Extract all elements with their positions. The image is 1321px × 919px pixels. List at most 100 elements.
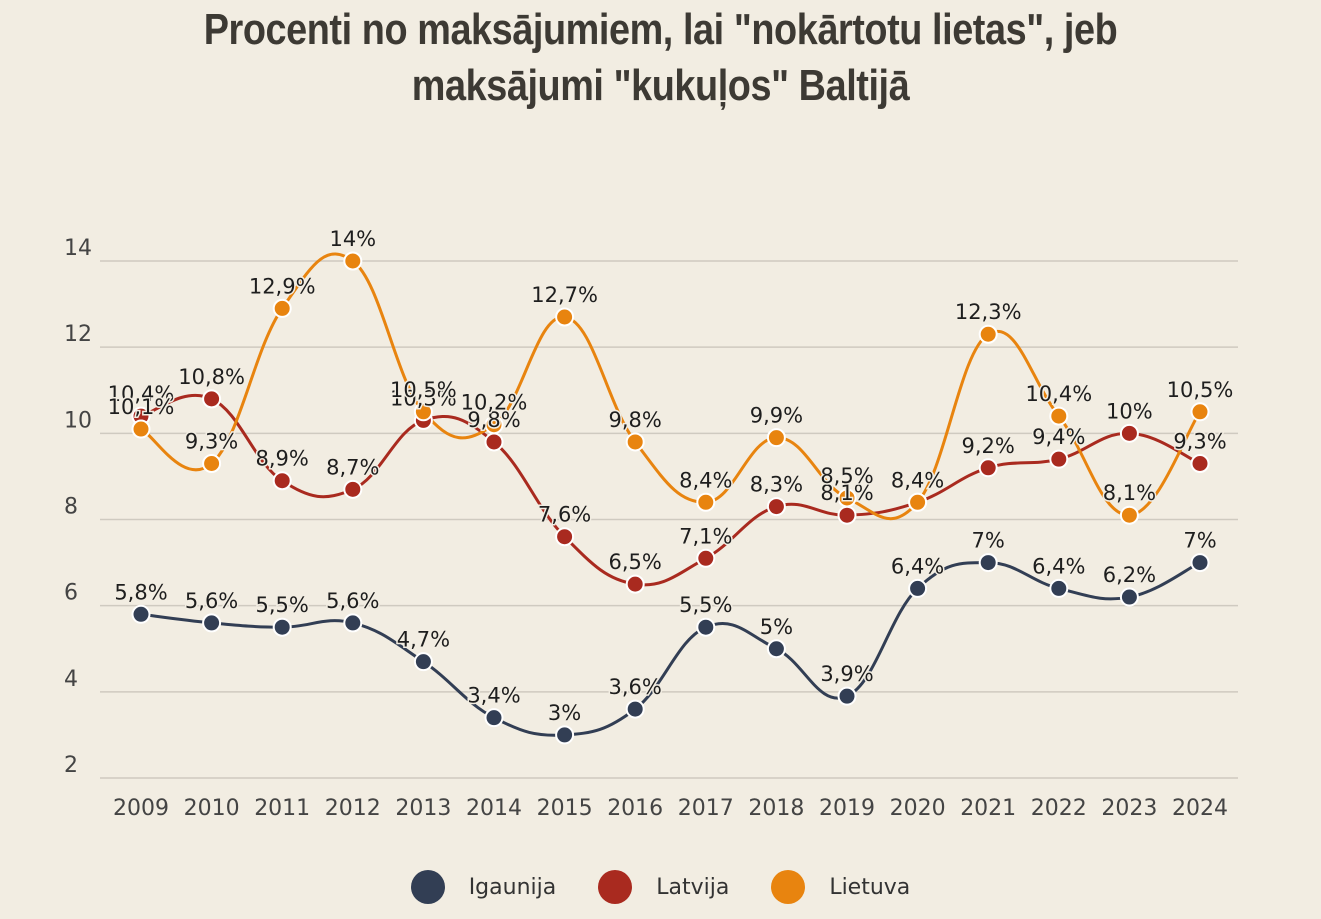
data-label-igaunija: 5,5%: [679, 593, 732, 617]
data-point-latvija[interactable]: [1049, 449, 1069, 469]
data-point-lietuva[interactable]: [484, 415, 504, 435]
y-tick-label: 2: [64, 753, 78, 778]
data-label-lietuva: 10,5%: [390, 378, 457, 402]
data-point-igaunija[interactable]: [837, 686, 857, 706]
data-label-lietuva: 10,4%: [1025, 382, 1092, 406]
series-points-latvija: [131, 389, 1210, 594]
data-labels-latvija: 10,4%10,8%8,9% 8,7%10,3%9,8%7,6%6,5%7,1%8…: [106, 363, 1228, 575]
x-tick-label: 2022: [1031, 796, 1087, 821]
legend-marker-igaunija: [410, 870, 445, 904]
data-point-latvija[interactable]: [837, 505, 857, 525]
data-point-lietuva[interactable]: [413, 402, 433, 422]
data-label-lietuva: 12,3%: [955, 300, 1022, 324]
data-label-igaunija: 5,5%: [256, 593, 309, 617]
data-point-igaunija[interactable]: [1119, 587, 1139, 607]
x-tick-label: 2017: [678, 796, 734, 821]
data-point-igaunija[interactable]: [766, 639, 786, 659]
data-point-latvija[interactable]: [1119, 423, 1139, 443]
data-point-igaunija[interactable]: [978, 553, 998, 573]
data-label-lietuva: 8,4%: [679, 468, 732, 492]
data-point-igaunija[interactable]: [413, 652, 433, 672]
data-label-lietuva: 10,2%: [461, 391, 528, 415]
legend-item-latvija[interactable]: Latvija: [598, 870, 729, 904]
data-point-lietuva[interactable]: [1190, 402, 1210, 422]
data-point-igaunija[interactable]: [625, 699, 645, 719]
data-label-igaunija: 4,7%: [397, 628, 450, 652]
data-label-igaunija: 3,6%: [609, 675, 662, 699]
x-tick-label: 2020: [890, 796, 946, 821]
data-label-igaunija: 7%: [1183, 529, 1216, 553]
data-label-lietuva: 12,9%: [249, 274, 316, 298]
data-point-lietuva[interactable]: [978, 324, 998, 344]
data-point-latvija[interactable]: [484, 432, 504, 452]
x-tick-label: 2018: [748, 796, 804, 821]
data-point-igaunija[interactable]: [202, 613, 222, 633]
data-label-latvija: 9,2%: [962, 434, 1015, 458]
data-point-lietuva[interactable]: [1119, 505, 1139, 525]
data-point-lietuva[interactable]: [202, 453, 222, 473]
data-label-lietuva: 9,8%: [609, 408, 662, 432]
data-label-latvija: 7,1%: [679, 524, 732, 548]
data-point-latvija[interactable]: [625, 574, 645, 594]
data-point-latvija[interactable]: [202, 389, 222, 409]
legend-item-igaunija[interactable]: Igaunija: [410, 870, 556, 904]
series-lietuva: [140, 252, 1202, 521]
data-point-latvija[interactable]: [696, 548, 716, 568]
data-label-latvija: 8,7%: [326, 455, 379, 479]
data-point-latvija[interactable]: [272, 471, 292, 491]
y-tick-label: 14: [64, 236, 92, 261]
data-point-latvija[interactable]: [343, 479, 363, 499]
x-tick-label: 2012: [325, 796, 381, 821]
data-point-lietuva[interactable]: [625, 432, 645, 452]
legend-marker-lietuva: [771, 870, 806, 904]
data-point-lietuva[interactable]: [837, 488, 857, 508]
data-label-latvija: 8,1%: [820, 481, 873, 505]
data-label-latvija: 8,3%: [750, 473, 803, 497]
x-tick-label: 2019: [819, 796, 875, 821]
legend-label-latvija: Latvija: [656, 874, 730, 900]
data-label-latvija: 10,3%: [390, 386, 457, 410]
data-point-igaunija[interactable]: [272, 617, 292, 637]
data-label-igaunija: 3,4%: [467, 684, 520, 708]
data-label-igaunija: 5,6%: [185, 589, 238, 613]
data-label-latvija: 8,9%: [256, 447, 309, 471]
data-point-lietuva[interactable]: [908, 492, 928, 512]
y-tick-label: 4: [64, 667, 78, 692]
grid-lines: [100, 260, 1238, 779]
data-point-lietuva[interactable]: [1049, 406, 1069, 426]
data-label-lietuva: 8,5%: [820, 464, 873, 488]
data-label-latvija: 10,4%: [108, 382, 175, 406]
data-point-igaunija[interactable]: [1049, 578, 1069, 598]
x-tick-label: 2014: [466, 796, 522, 821]
data-label-lietuva: 8,4%: [891, 468, 944, 492]
data-label-lietuva: 9,3%: [185, 429, 238, 453]
data-label-lietuva: 8,1%: [1103, 481, 1156, 505]
data-point-lietuva[interactable]: [343, 251, 363, 271]
data-point-latvija[interactable]: [1190, 453, 1210, 473]
data-point-igaunija[interactable]: [343, 613, 363, 633]
data-label-lietuva: 9,9%: [750, 404, 803, 428]
data-point-lietuva[interactable]: [555, 307, 575, 327]
data-point-igaunija[interactable]: [696, 617, 716, 637]
x-tick-label: 2015: [537, 796, 593, 821]
data-label-igaunija: 3,9%: [820, 662, 873, 686]
data-point-igaunija[interactable]: [908, 578, 928, 598]
x-tick-label: 2013: [395, 796, 451, 821]
data-label-igaunija: 3%: [548, 701, 581, 725]
data-point-lietuva[interactable]: [696, 492, 716, 512]
data-point-latvija[interactable]: [555, 527, 575, 547]
data-label-igaunija: 6,4%: [891, 554, 944, 578]
data-point-lietuva[interactable]: [272, 298, 292, 318]
y-tick-label: 6: [64, 581, 78, 606]
data-point-latvija[interactable]: [766, 497, 786, 517]
data-point-latvija[interactable]: [978, 458, 998, 478]
data-label-latvija: 6,5%: [609, 550, 662, 574]
data-point-igaunija[interactable]: [1190, 553, 1210, 573]
data-label-latvija: 10,8%: [178, 365, 245, 389]
data-point-igaunija[interactable]: [555, 725, 575, 745]
data-point-lietuva[interactable]: [766, 428, 786, 448]
legend-item-lietuva[interactable]: Lietuva: [771, 870, 910, 904]
data-point-igaunija[interactable]: [131, 604, 151, 624]
data-point-igaunija[interactable]: [484, 708, 504, 728]
data-point-lietuva[interactable]: [131, 419, 151, 439]
